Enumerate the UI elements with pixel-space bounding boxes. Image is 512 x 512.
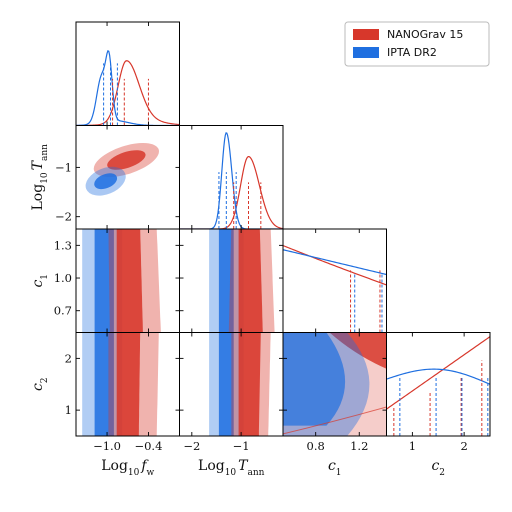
ipta-contour-68 (94, 173, 118, 190)
ticks: −1.0 −0.4 −2 −1 0.8 1.2 1 2 −2 −1 0.7 1.0 1.3 1 2 (54, 22, 468, 453)
marginal-logfw (76, 50, 180, 126)
ipta-curve (76, 50, 180, 126)
axis-label: c1 (328, 458, 342, 478)
y-tick-label: −1 (55, 160, 72, 174)
nanograv-contour-line (283, 406, 387, 435)
panel-frame-3-3 (386, 332, 491, 437)
x-tick-label: 1.2 (350, 439, 368, 453)
ipta-curve (179, 132, 283, 229)
contour-logT-logfw (85, 143, 159, 196)
panel-frames (75, 21, 491, 437)
x-tick-label: −2 (183, 439, 200, 453)
y-tick-label: 1 (65, 403, 72, 417)
legend-label: IPTA DR2 (387, 46, 437, 59)
x-tick-label: 0.8 (307, 439, 325, 453)
y-tick-label: 1.0 (54, 271, 72, 285)
contour-c1-logfw (82, 229, 161, 333)
x-tick-label: −1.0 (93, 439, 121, 453)
y-tick-label: −2 (55, 210, 72, 224)
ipta-curve (386, 368, 490, 385)
axis-label: Log10 fw (101, 458, 154, 478)
legend-swatch (353, 47, 379, 58)
y-tick-label: 1.3 (54, 238, 72, 252)
marginal-c2 (386, 336, 490, 436)
x-tick-label: 2 (460, 439, 467, 453)
ipta-contour-68 (283, 332, 346, 426)
marginal-c1 (283, 245, 387, 333)
ipta-curve (283, 249, 387, 276)
panels (76, 50, 490, 436)
axis-label: c2 (431, 458, 445, 478)
legend-swatch (353, 29, 379, 40)
nanograv-curve (283, 245, 387, 286)
x-tick-label: −0.4 (134, 439, 162, 453)
legend-label: NANOGrav 15 (387, 28, 463, 41)
ipta-contour-68 (94, 229, 114, 333)
marginal-logT (179, 132, 283, 229)
panel-frame-0-0 (75, 21, 180, 126)
nanograv-curve (76, 60, 180, 126)
nanograv-contour-68 (329, 332, 387, 369)
nanograv-curve (386, 336, 490, 410)
axis-label: c1 (30, 274, 50, 288)
ipta-contour-68 (218, 332, 234, 436)
y-tick-label: 0.7 (54, 304, 72, 318)
ipta-contour-68 (94, 332, 114, 436)
nanograv-contour-68 (116, 229, 143, 333)
axis-label: c2 (30, 377, 50, 391)
contour-c2-logfw (82, 332, 159, 436)
contour-c2-c1 (283, 332, 387, 436)
panel-frame-2-2 (282, 228, 387, 333)
legend-box (344, 21, 490, 67)
x-tick-label: −1 (233, 439, 250, 453)
legend: NANOGrav 15 IPTA DR2 (344, 21, 490, 67)
axis-label: Log10Tann (30, 144, 50, 211)
x-tick-label: 1 (409, 439, 416, 453)
nanograv-contour-68 (238, 229, 263, 333)
contour-c1-logT (209, 229, 275, 333)
axis-labels: Log10 fw Log10 Tann c1 c2 Log10Tann c1 c2 (30, 144, 445, 478)
ipta-contour-68 (218, 229, 234, 333)
nanograv-curve (179, 155, 283, 229)
contour-c2-logT (209, 332, 271, 436)
y-tick-label: 2 (65, 351, 72, 365)
nanograv-contour-68 (238, 332, 261, 436)
nanograv-contour-68 (116, 332, 141, 436)
nanograv-contour-68 (107, 150, 146, 170)
